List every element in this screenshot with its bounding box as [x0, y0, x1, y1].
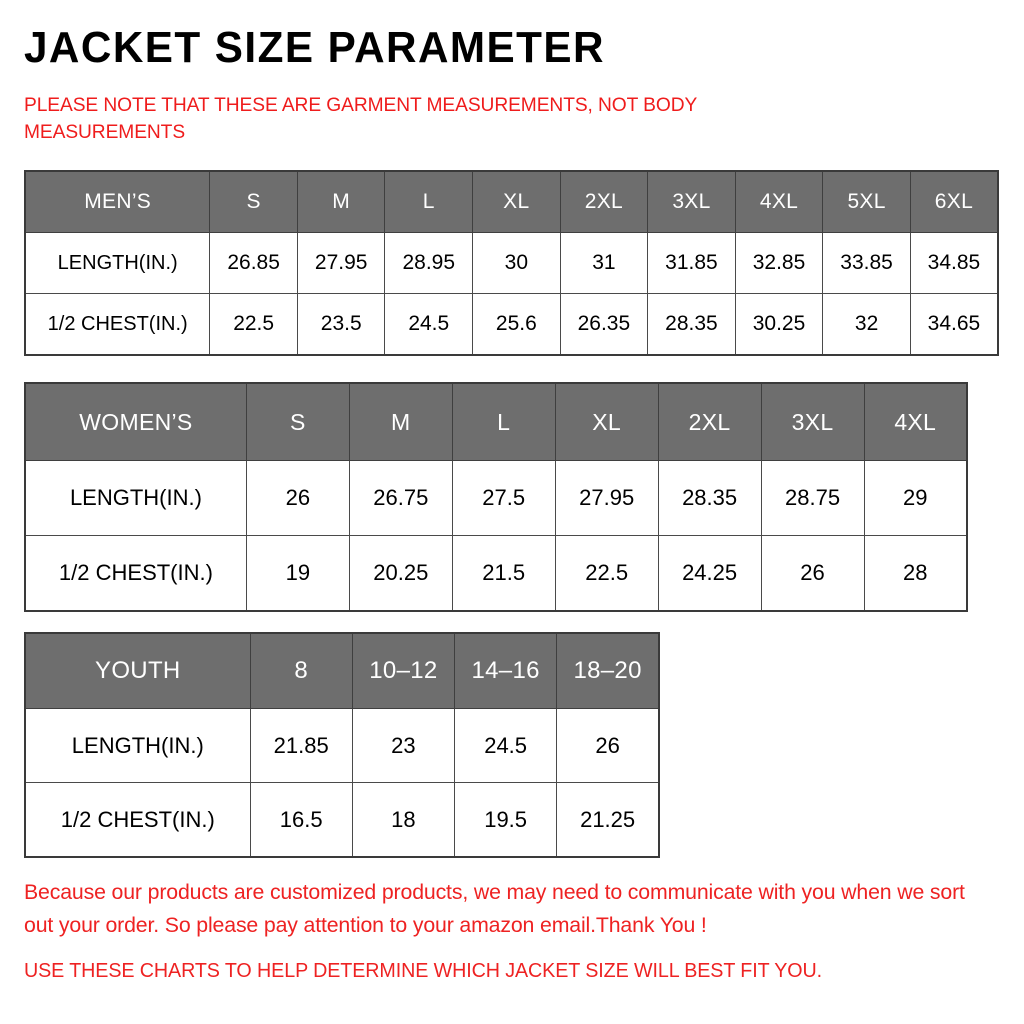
youth-measurement-value: 18 [351, 782, 456, 858]
table-row: LENGTH(IN.) 26.85 27.95 28.95 30 31 31.85 32.85… [24, 232, 999, 294]
womens-size-header: 4XL [863, 382, 968, 461]
mens-measurement-value: 34.85 [909, 232, 999, 294]
mens-size-header: L [384, 170, 474, 233]
mens-table-body: LENGTH(IN.) 26.85 27.95 28.95 30 31 31.85 32.85… [24, 232, 999, 356]
youth-measurement-value: 21.85 [249, 708, 353, 783]
youth-measurement-value: 21.25 [556, 782, 660, 858]
womens-size-header: 2XL [657, 382, 762, 461]
mens-measurement-value: 28.95 [384, 232, 474, 294]
womens-measurement-value: 27.5 [451, 460, 556, 536]
mens-measurement-value: 34.65 [909, 293, 999, 356]
mens-measurement-value: 32 [822, 293, 911, 356]
table-row: LENGTH(IN.) 21.85 23 24.5 26 [24, 708, 660, 783]
youth-measurement-value: 19.5 [454, 782, 558, 858]
youth-measurement-value: 24.5 [454, 708, 558, 783]
youth-table-head: YOUTH 8 10–12 14–16 18–20 [24, 632, 660, 709]
mens-measurement-value: 28.35 [647, 293, 736, 356]
mens-measurement-value: 33.85 [822, 232, 911, 294]
charts-usage-note: USE THESE CHARTS TO HELP DETERMINE WHICH… [24, 960, 822, 982]
mens-size-table: MEN’S S M L XL 2XL 3XL 4XL 5XL 6XL LENGTH(IN.) 26.… [24, 170, 999, 356]
mens-measurement-value: 26.35 [559, 293, 649, 356]
mens-table-head: MEN’S S M L XL 2XL 3XL 4XL 5XL 6XL [24, 170, 999, 233]
mens-table-title: MEN’S [24, 170, 211, 233]
womens-measurement-value: 28.75 [760, 460, 865, 536]
garment-measurement-note: PLEASE NOTE THAT THESE ARE GARMENT MEASU… [24, 94, 697, 143]
womens-measurement-value: 19 [245, 535, 350, 612]
womens-measurement-value: 21.5 [451, 535, 556, 612]
womens-size-table: WOMEN’S S M L XL 2XL 3XL 4XL LENGTH(IN.) 26 26.75… [24, 382, 968, 612]
womens-measurement-value: 28 [863, 535, 968, 612]
womens-measurement-value: 27.95 [554, 460, 659, 536]
womens-measurement-value: 20.25 [348, 535, 453, 612]
mens-size-header: XL [472, 170, 561, 233]
youth-table-title: YOUTH [24, 632, 251, 709]
womens-size-header: S [245, 382, 350, 461]
youth-measurement-value: 23 [351, 708, 456, 783]
womens-table-title: WOMEN’S [24, 382, 247, 461]
youth-table-body: LENGTH(IN.) 21.85 23 24.5 26 1/2 CHEST(IN.) 16… [24, 708, 660, 858]
womens-measurement-value: 29 [863, 460, 968, 536]
mens-size-header: 6XL [909, 170, 999, 233]
mens-measurement-value: 32.85 [734, 232, 824, 294]
womens-size-header: 3XL [760, 382, 865, 461]
womens-header-row: WOMEN’S S M L XL 2XL 3XL 4XL [24, 382, 968, 461]
youth-measurement-label: LENGTH(IN.) [24, 708, 251, 783]
customization-note: Because our products are customized prod… [24, 880, 965, 938]
womens-measurement-value: 26 [245, 460, 350, 536]
mens-measurement-label: LENGTH(IN.) [24, 232, 211, 294]
mens-measurement-value: 30 [472, 232, 561, 294]
table-row: 1/2 CHEST(IN.) 19 20.25 21.5 22.5 24.25 26 28 [24, 535, 968, 612]
mens-measurement-value: 25.6 [472, 293, 561, 356]
youth-size-header: 14–16 [454, 632, 558, 709]
mens-measurement-value: 24.5 [384, 293, 474, 356]
mens-size-header: 2XL [559, 170, 649, 233]
mens-size-header: 3XL [647, 170, 736, 233]
table-row: LENGTH(IN.) 26 26.75 27.5 27.95 28.35 28.75 29 [24, 460, 968, 536]
womens-measurement-value: 24.25 [657, 535, 762, 612]
womens-size-header: M [348, 382, 453, 461]
page-title: JACKET SIZE PARAMETER [24, 23, 605, 72]
youth-measurement-value: 26 [556, 708, 660, 783]
mens-size-header: M [296, 170, 386, 233]
youth-header-row: YOUTH 8 10–12 14–16 18–20 [24, 632, 660, 709]
womens-size-header: L [451, 382, 556, 461]
mens-measurement-value: 22.5 [209, 293, 298, 356]
youth-size-header: 18–20 [556, 632, 660, 709]
mens-measurement-value: 31 [559, 232, 649, 294]
mens-measurement-value: 26.85 [209, 232, 298, 294]
womens-table-body: LENGTH(IN.) 26 26.75 27.5 27.95 28.35 28.75 29 1… [24, 460, 968, 612]
womens-measurement-value: 26 [760, 535, 865, 612]
mens-measurement-value: 27.95 [296, 232, 386, 294]
table-row: 1/2 CHEST(IN.) 22.5 23.5 24.5 25.6 26.35 28.35… [24, 293, 999, 356]
youth-measurement-label: 1/2 CHEST(IN.) [24, 782, 251, 858]
mens-header-row: MEN’S S M L XL 2XL 3XL 4XL 5XL 6XL [24, 170, 999, 233]
womens-measurement-value: 22.5 [554, 535, 659, 612]
mens-size-header: 5XL [822, 170, 911, 233]
womens-measurement-value: 26.75 [348, 460, 453, 536]
mens-size-header: S [209, 170, 298, 233]
womens-size-header: XL [554, 382, 659, 461]
youth-measurement-value: 16.5 [249, 782, 353, 858]
mens-measurement-label: 1/2 CHEST(IN.) [24, 293, 211, 356]
youth-size-header: 10–12 [351, 632, 456, 709]
womens-measurement-value: 28.35 [657, 460, 762, 536]
womens-table-head: WOMEN’S S M L XL 2XL 3XL 4XL [24, 382, 968, 461]
womens-measurement-label: LENGTH(IN.) [24, 460, 247, 536]
mens-measurement-value: 31.85 [647, 232, 736, 294]
youth-size-header: 8 [249, 632, 353, 709]
table-row: 1/2 CHEST(IN.) 16.5 18 19.5 21.25 [24, 782, 660, 858]
mens-measurement-value: 23.5 [296, 293, 386, 356]
mens-measurement-value: 30.25 [734, 293, 824, 356]
womens-measurement-label: 1/2 CHEST(IN.) [24, 535, 247, 612]
mens-size-header: 4XL [734, 170, 824, 233]
youth-size-table: YOUTH 8 10–12 14–16 18–20 LENGTH(IN.) 21.85 23… [24, 632, 660, 858]
